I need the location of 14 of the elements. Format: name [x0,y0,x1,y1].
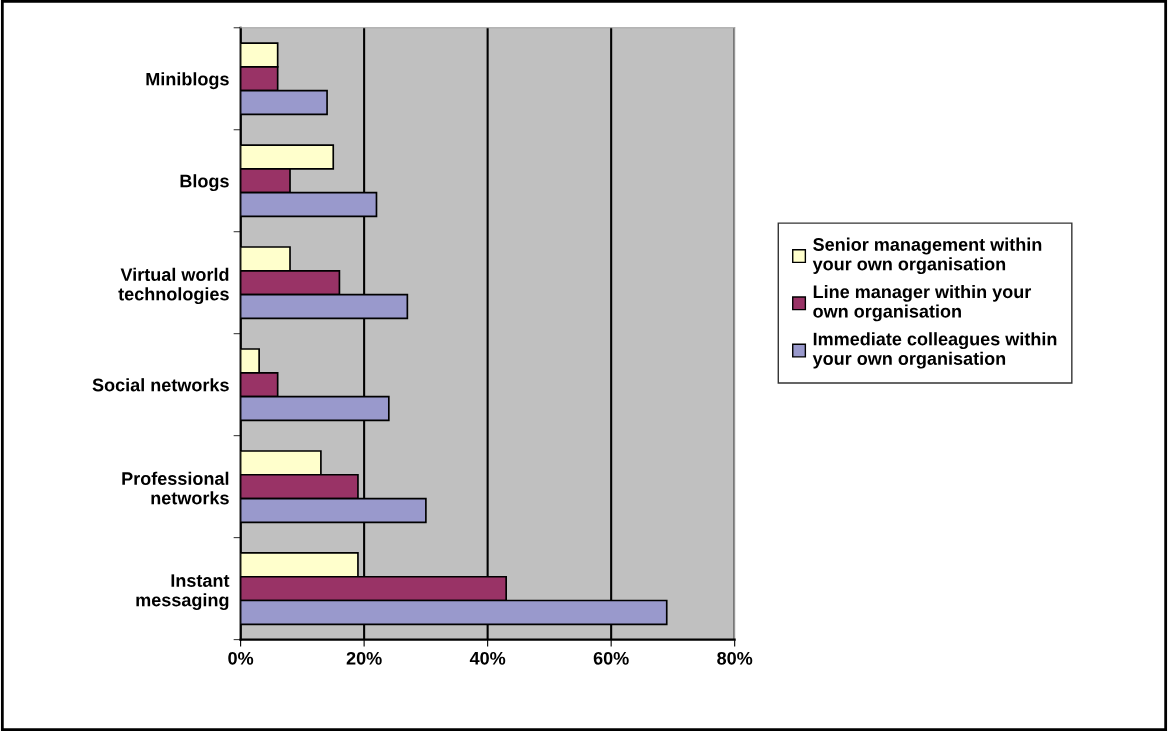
x-tick-label: 40% [469,651,506,665]
legend-label: Line manager within your own organisation [813,284,1032,322]
y-tick-label: Professional networks [122,471,229,505]
y-tick-label: Instant messaging [136,574,230,611]
legend-label: Senior management within your own organisation [812,237,1042,275]
x-tick-label: 60% [593,651,629,665]
y-tick-label: Social networks [92,378,229,392]
y-tick-label: Miniblogs [146,72,229,90]
x-tick-label: 0% [228,651,254,665]
y-tick-label: Virtual world technologies [118,267,229,305]
legend-label: Immediate colleagues within your own organisation [812,332,1057,369]
x-tick-label: 80% [717,651,753,665]
x-tick-label: 20% [346,651,382,665]
y-tick-label: Blogs [180,174,229,192]
